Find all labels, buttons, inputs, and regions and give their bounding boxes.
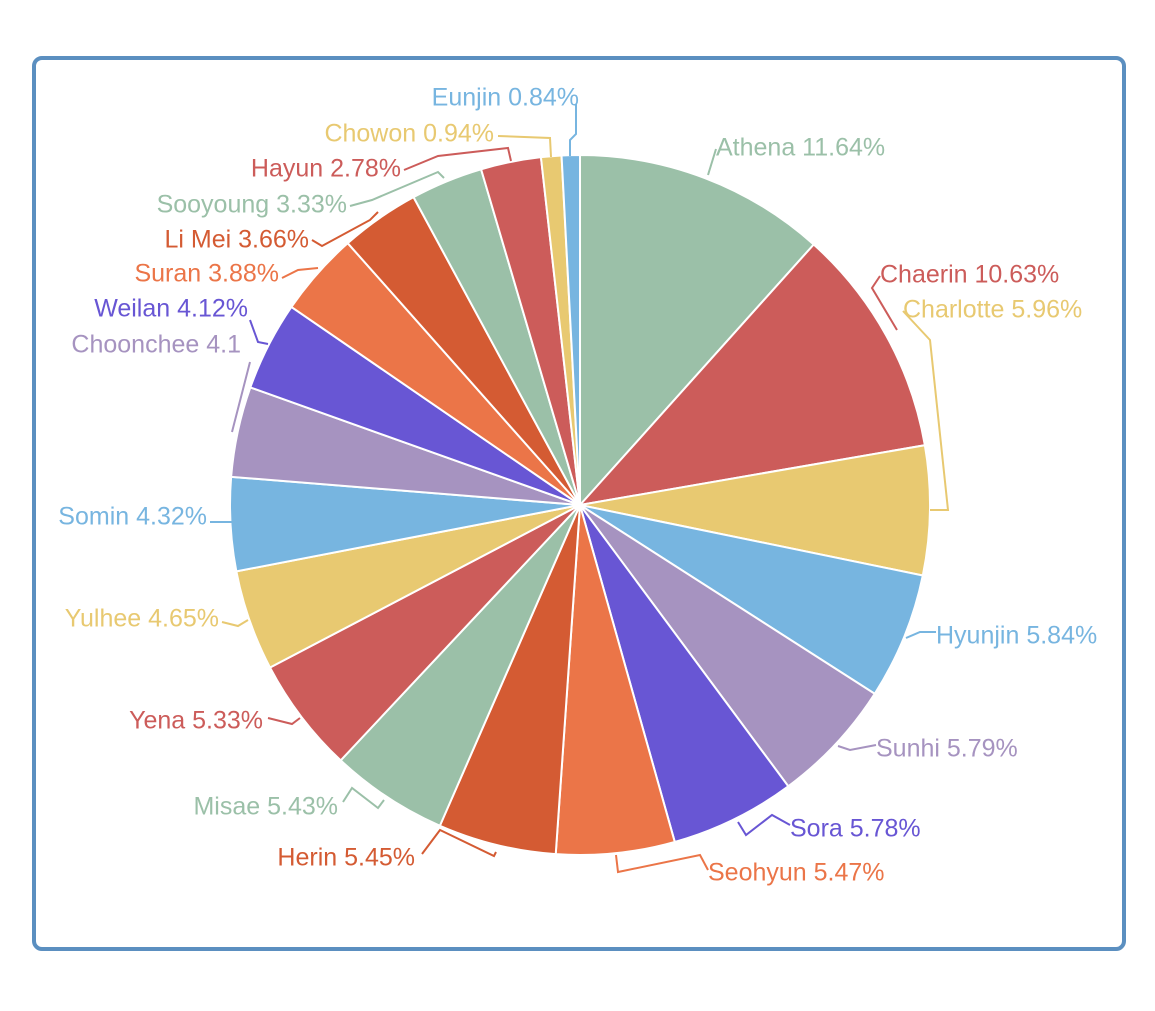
pie-slices	[229, 153, 931, 856]
leader-line-chowon	[497, 135, 552, 158]
leader-line-sooyoung	[349, 170, 445, 207]
leader-line-chaerin	[870, 275, 898, 331]
slice-label-sooyoung: Sooyoung 3.33%	[157, 191, 347, 219]
slice-label-eunjin: Eunjin 0.84%	[432, 84, 579, 112]
slice-label-somin: Somin 4.32%	[58, 503, 207, 531]
leader-line-sunhi	[837, 744, 877, 752]
leader-line-suran	[281, 267, 319, 279]
slice-label-seohyun: Seohyun 5.47%	[708, 859, 885, 887]
pie-slice-sora	[579, 504, 790, 844]
slice-label-misae: Misae 5.43%	[193, 793, 338, 821]
leader-line-seohyun	[615, 853, 709, 874]
leader-line-hayun	[403, 146, 512, 171]
label-leader-lines	[210, 104, 950, 874]
leader-line-li-mei	[311, 211, 379, 248]
slice-label-herin: Herin 5.45%	[277, 844, 415, 872]
leader-line-herin	[421, 828, 497, 858]
leader-line-weilan	[249, 319, 269, 345]
slice-label-chowon: Chowon 0.94%	[324, 120, 494, 148]
pie-slice-sunhi	[579, 504, 877, 788]
leader-line-sora	[737, 813, 791, 837]
leader-line-athena	[707, 148, 717, 176]
leader-line-yena	[267, 717, 301, 726]
pie-slice-hyunjin	[579, 504, 925, 696]
pie-slice-athena	[579, 153, 816, 508]
leader-line-hyunjin	[905, 631, 936, 639]
leader-line-misae	[342, 786, 385, 810]
leader-line-choonchee	[231, 361, 251, 433]
leader-line-yulhee	[221, 619, 249, 628]
slice-label-sunhi: Sunhi 5.79%	[876, 735, 1018, 763]
slice-label-hyunjin: Hyunjin 5.84%	[936, 622, 1097, 650]
slice-label-charlotte: Charlotte 5.96%	[903, 296, 1082, 324]
slice-label-hayun: Hayun 2.78%	[251, 155, 401, 183]
pie-slice-charlotte	[579, 444, 931, 577]
slice-label-chaerin: Chaerin 10.63%	[880, 261, 1059, 289]
leader-line-charlotte	[902, 310, 950, 511]
slice-label-athena: Athena 11.64%	[716, 134, 885, 162]
pie-slice-chaerin	[577, 243, 927, 507]
slice-labels: Athena 11.64% Chaerin 10.63% Charlotte 5.9…	[58, 84, 1097, 887]
slice-label-yulhee: Yulhee 4.65%	[65, 605, 219, 633]
slice-label-li-mei: Li Mei 3.66%	[164, 226, 309, 254]
slice-label-weilan: Weilan 4.12%	[94, 295, 248, 323]
slice-label-suran: Suran 3.88%	[134, 260, 279, 288]
slice-label-choonchee: Choonchee 4.1	[71, 331, 241, 359]
leader-line-eunjin	[569, 104, 577, 156]
slice-label-yena: Yena 5.33%	[129, 707, 263, 735]
slice-label-sora: Sora 5.78%	[790, 815, 921, 843]
